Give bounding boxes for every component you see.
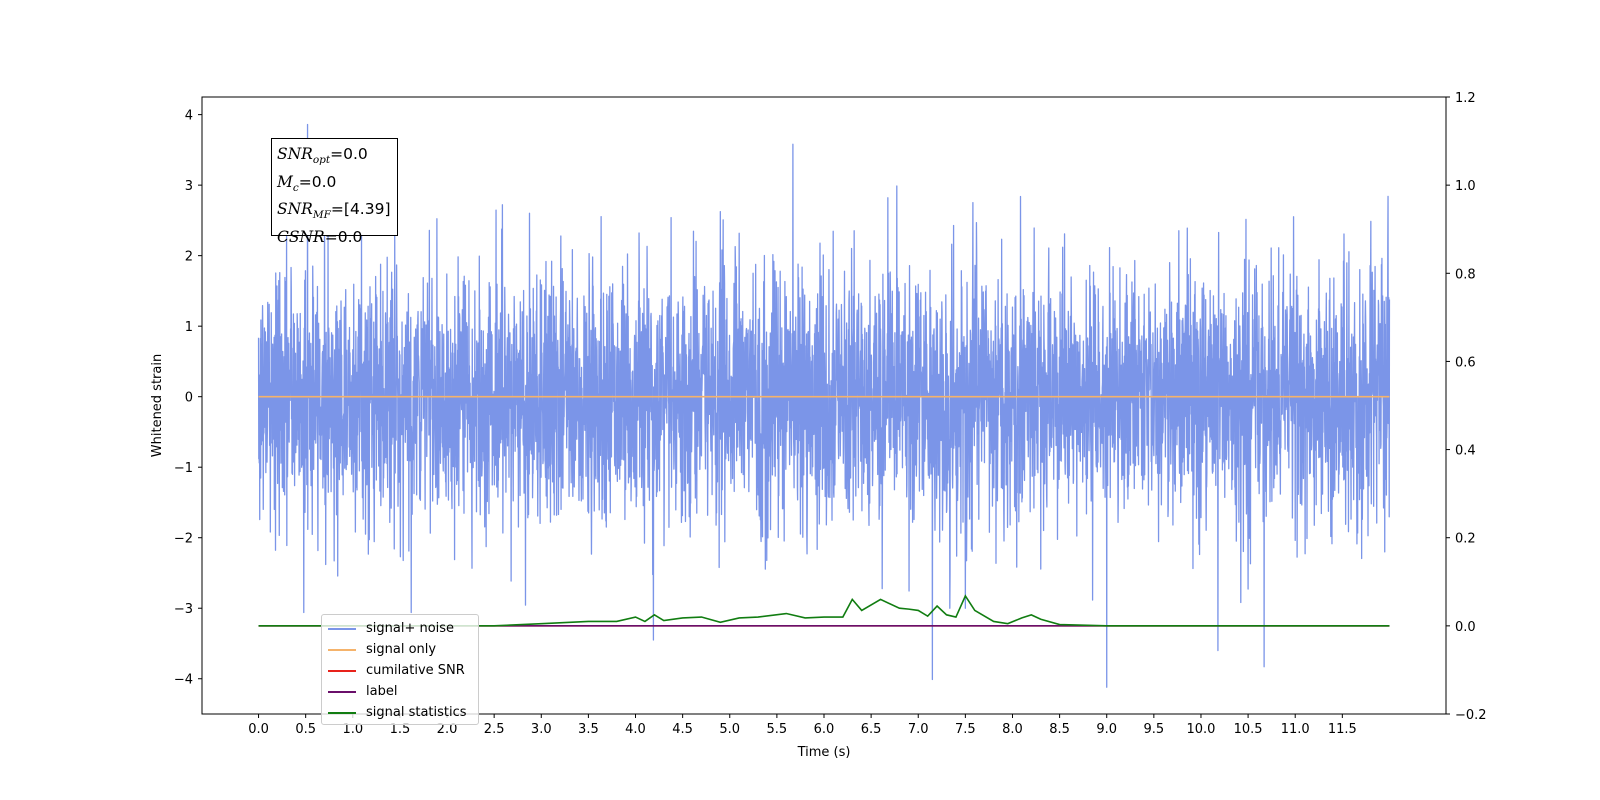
legend-label: cumilative SNR (366, 663, 465, 678)
y2-tick-label: 0.6 (1455, 355, 1476, 370)
annotation-snr-mf: SNRMF=[4.39] (277, 199, 397, 227)
x-axis-label: Time (s) (797, 745, 851, 760)
legend-label: signal statistics (366, 705, 467, 720)
x-tick-label: 1.5 (390, 722, 411, 737)
x-tick-label: 0.0 (248, 722, 269, 737)
y2-tick-label: 1.0 (1455, 179, 1476, 194)
y-axis-ticks: 4 3 2 1 0 −1 −2 −3 −4 (174, 109, 202, 688)
legend-item-signal-only: signal only (328, 639, 478, 660)
legend-swatch (328, 627, 356, 630)
x-tick-label: 3.0 (531, 722, 552, 737)
y-tick-label: −1 (174, 461, 193, 476)
y2-tick-label: −0.2 (1455, 708, 1487, 723)
y-axis-label: Whitened strain (150, 354, 165, 457)
series-line-signal-noise (257, 123, 1391, 688)
legend-swatch (328, 669, 356, 672)
x-tick-label: 11.5 (1328, 722, 1357, 737)
series-line-signal-statistics (258, 594, 1390, 627)
legend-item-signal-statistics: signal statistics (328, 702, 478, 723)
snr-opt-subscript: opt (312, 154, 331, 167)
legend-item-signal-noise: signal+ noise (328, 618, 478, 639)
y-tick-label: 2 (185, 250, 193, 265)
x-tick-label: 3.5 (578, 722, 599, 737)
mc-subscript: c (292, 181, 299, 194)
mc-symbol: M (277, 172, 293, 191)
x-tick-label: 0.5 (295, 722, 316, 737)
mc-value: =0.0 (298, 172, 337, 191)
y-tick-label: −4 (174, 673, 193, 688)
y2-tick-label: 1.2 (1455, 91, 1476, 106)
x-tick-label: 5.5 (767, 722, 788, 737)
y-tick-label: 4 (185, 109, 193, 124)
series-signal-noise (257, 123, 1391, 688)
snr-mf-symbol: SNR (277, 200, 313, 219)
legend-swatch (328, 711, 356, 714)
y2-tick-label: 0.2 (1455, 532, 1476, 547)
x-tick-label: 10.5 (1234, 722, 1263, 737)
annotation-box: SNRopt=0.0 Mc=0.0 SNRMF=[4.39] CSNR=0.0 (271, 138, 398, 246)
x-tick-label: 9.5 (1144, 722, 1165, 737)
annotation-csnr: CSNR=0.0 (277, 227, 397, 249)
x-tick-label: 2.0 (437, 722, 458, 737)
x-tick-label: 9.0 (1096, 722, 1117, 737)
y2-tick-label: 0.0 (1455, 620, 1476, 635)
legend-label: signal+ noise (366, 621, 455, 636)
y-tick-label: −2 (174, 532, 193, 547)
x-tick-label: 10.0 (1186, 722, 1215, 737)
csnr-value: =0.0 (324, 227, 363, 246)
legend-swatch (328, 690, 356, 693)
x-tick-label: 5.0 (719, 722, 740, 737)
x-tick-label: 8.0 (1002, 722, 1023, 737)
x-tick-label: 1.0 (342, 722, 363, 737)
x-tick-label: 6.5 (861, 722, 882, 737)
x-axis-ticks: 0.0 0.5 1.0 1.5 2.0 2.5 3.0 3.5 4.0 4.5 5.0 5.5 6.0 6… (248, 714, 1357, 737)
y-tick-label: 0 (185, 391, 193, 406)
x-tick-label: 7.5 (955, 722, 976, 737)
snr-opt-symbol: SNR (277, 145, 313, 163)
legend-item-label: label (328, 681, 478, 702)
legend: signal+ noise signal only cumilative SNR la… (321, 614, 479, 725)
snr-mf-subscript: MF (312, 209, 331, 222)
x-tick-label: 8.5 (1049, 722, 1070, 737)
legend-item-cumilative-snr: cumilative SNR (328, 660, 478, 681)
x-tick-label: 11.0 (1281, 722, 1310, 737)
annotation-mc: Mc=0.0 (277, 172, 397, 200)
x-tick-label: 4.5 (672, 722, 693, 737)
annotation-snr-opt: SNRopt=0.0 (277, 144, 397, 172)
y-tick-label: 1 (185, 320, 193, 335)
x-tick-label: 6.0 (814, 722, 835, 737)
legend-label: signal only (366, 642, 437, 657)
snr-mf-value: =[4.39] (330, 200, 391, 219)
csnr-symbol: CSNR (277, 227, 325, 246)
y2-axis-ticks: 1.2 1.0 0.8 0.6 0.4 0.2 0.0 −0.2 (1446, 91, 1487, 723)
x-tick-label: 4.0 (625, 722, 646, 737)
y-tick-label: −3 (174, 602, 193, 617)
y2-tick-label: 0.4 (1455, 444, 1476, 459)
y2-tick-label: 0.8 (1455, 267, 1476, 282)
legend-label: label (366, 684, 398, 699)
x-tick-label: 7.0 (908, 722, 929, 737)
legend-swatch (328, 648, 356, 651)
snr-opt-value: =0.0 (330, 145, 368, 163)
y-tick-label: 3 (185, 179, 193, 194)
x-tick-label: 2.5 (484, 722, 505, 737)
